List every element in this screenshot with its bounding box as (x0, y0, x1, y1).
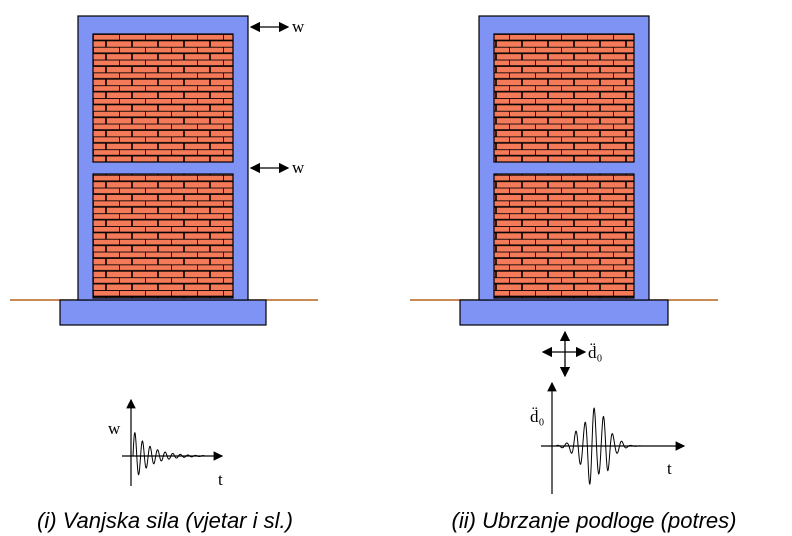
left-graph-wave (132, 432, 206, 476)
right-foundation (459, 299, 669, 326)
right-graph-xlabel: t (667, 459, 672, 478)
right-accel-label: d̈₀ (588, 343, 603, 362)
right-upper-brick-infill (493, 33, 635, 163)
left-force-label-mid: w (292, 158, 305, 177)
left-caption: (i) Vanjska sila (vjetar i sl.) (37, 508, 293, 533)
left-graph: w t (108, 398, 224, 489)
right-caption: (ii) Ubrzanje podloge (potres) (452, 508, 737, 533)
right-graph-ylabel: d̈₀ (530, 407, 545, 426)
left-upper-brick-infill (92, 33, 234, 163)
left-graph-xlabel: t (218, 470, 223, 489)
right-graph-wave (555, 407, 648, 486)
right-structure: d̈₀ (410, 15, 718, 378)
left-structure: w w (10, 15, 318, 326)
right-lower-brick-infill (493, 173, 635, 299)
left-graph-ylabel: w (108, 419, 121, 438)
left-force-label-top: w (292, 17, 305, 36)
left-foundation (59, 299, 267, 326)
right-graph: d̈₀ t (530, 381, 686, 494)
left-lower-brick-infill (92, 173, 234, 299)
